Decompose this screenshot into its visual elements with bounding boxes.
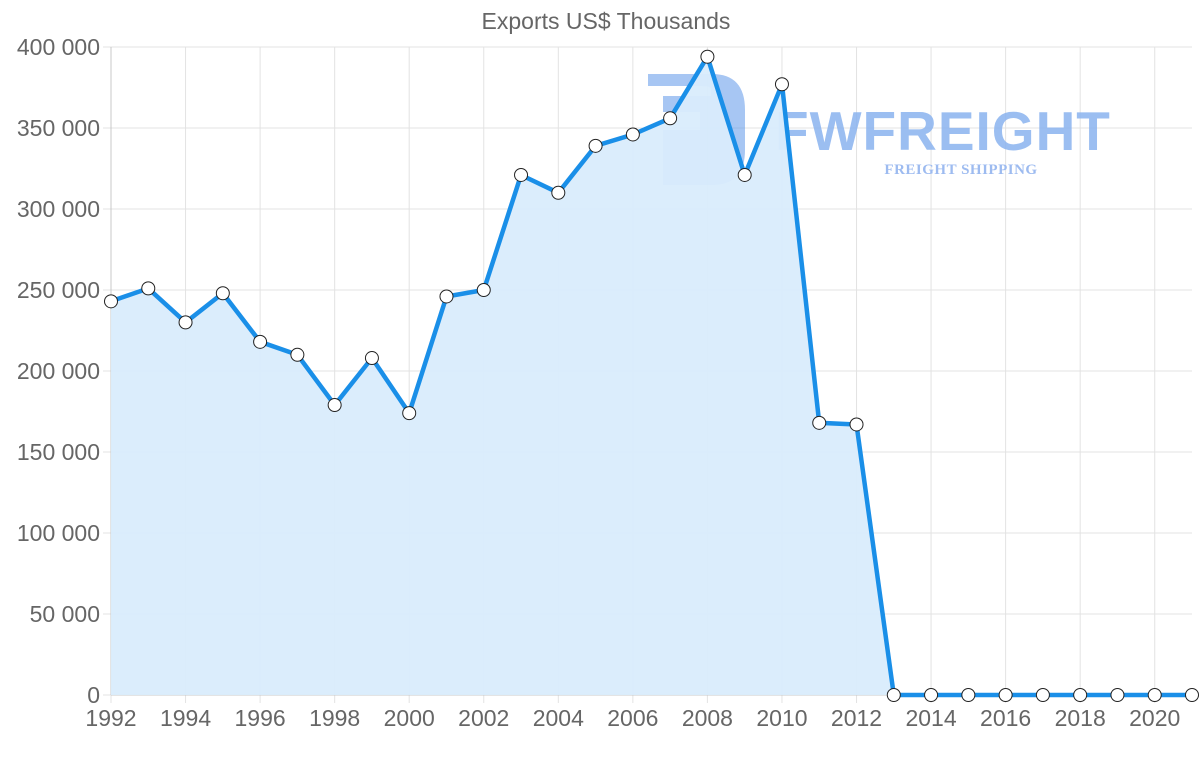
x-tick-label: 2002 <box>458 705 509 731</box>
x-tick-label: 2014 <box>905 705 956 731</box>
data-point[interactable] <box>1073 688 1088 702</box>
y-tick-label: 400 000 <box>17 34 100 60</box>
y-tick-label: 150 000 <box>17 439 100 465</box>
data-point[interactable] <box>924 688 939 702</box>
data-point[interactable] <box>439 289 454 304</box>
data-point[interactable] <box>141 281 156 296</box>
x-tick-label: 1996 <box>235 705 286 731</box>
x-tick-label: 2016 <box>980 705 1031 731</box>
y-tick-label: 300 000 <box>17 196 100 222</box>
y-tick-label: 100 000 <box>17 520 100 546</box>
data-point[interactable] <box>364 351 379 366</box>
data-point[interactable] <box>551 185 566 200</box>
data-point[interactable] <box>290 347 305 362</box>
x-tick-label: 2006 <box>607 705 658 731</box>
x-tick-label: 2004 <box>533 705 584 731</box>
x-tick-label: 2018 <box>1055 705 1106 731</box>
data-point[interactable] <box>1110 688 1125 702</box>
chart-title: Exports US$ Thousands <box>481 8 731 34</box>
x-tick-label: 2020 <box>1129 705 1180 731</box>
x-tick-label: 1992 <box>85 705 136 731</box>
data-point[interactable] <box>327 398 342 413</box>
watermark-brand: FWFREIGHT <box>775 100 1111 162</box>
x-tick-label: 1998 <box>309 705 360 731</box>
data-point[interactable] <box>253 334 268 349</box>
x-tick-label: 2008 <box>682 705 733 731</box>
data-point[interactable] <box>812 415 827 430</box>
y-tick-label: 200 000 <box>17 358 100 384</box>
data-point[interactable] <box>886 688 901 702</box>
area-fill <box>111 56 1192 695</box>
data-point[interactable] <box>1147 688 1162 702</box>
x-tick-label: 2010 <box>756 705 807 731</box>
y-tick-label: 250 000 <box>17 277 100 303</box>
data-point[interactable] <box>774 77 789 92</box>
data-point[interactable] <box>476 283 491 297</box>
data-point[interactable] <box>1035 688 1050 702</box>
x-tick-label: 1994 <box>160 705 211 731</box>
y-tick-label: 350 000 <box>17 115 100 141</box>
data-point[interactable] <box>998 688 1013 702</box>
x-tick-label: 2012 <box>831 705 882 731</box>
data-point[interactable] <box>625 127 640 142</box>
watermark-tagline: FREIGHT SHIPPING <box>884 162 1037 178</box>
data-point[interactable] <box>737 167 752 182</box>
data-point[interactable] <box>104 294 118 309</box>
series-area <box>111 56 1192 695</box>
data-points <box>104 49 1199 702</box>
y-tick-label: 50 000 <box>30 601 100 627</box>
data-point[interactable] <box>700 49 715 64</box>
data-point[interactable] <box>178 315 193 330</box>
data-point[interactable] <box>849 417 864 432</box>
data-point[interactable] <box>402 406 417 421</box>
data-point[interactable] <box>514 167 529 182</box>
axes: 0 50 000 100 000 150 000 200 000 250 000 300 0… <box>17 34 1180 731</box>
data-point[interactable] <box>215 286 230 301</box>
data-point[interactable] <box>961 688 976 702</box>
x-tick-label: 2000 <box>384 705 435 731</box>
data-point[interactable] <box>1185 688 1199 702</box>
y-tick-label: 0 <box>87 682 100 708</box>
data-point[interactable] <box>588 138 603 153</box>
data-point[interactable] <box>663 111 678 126</box>
